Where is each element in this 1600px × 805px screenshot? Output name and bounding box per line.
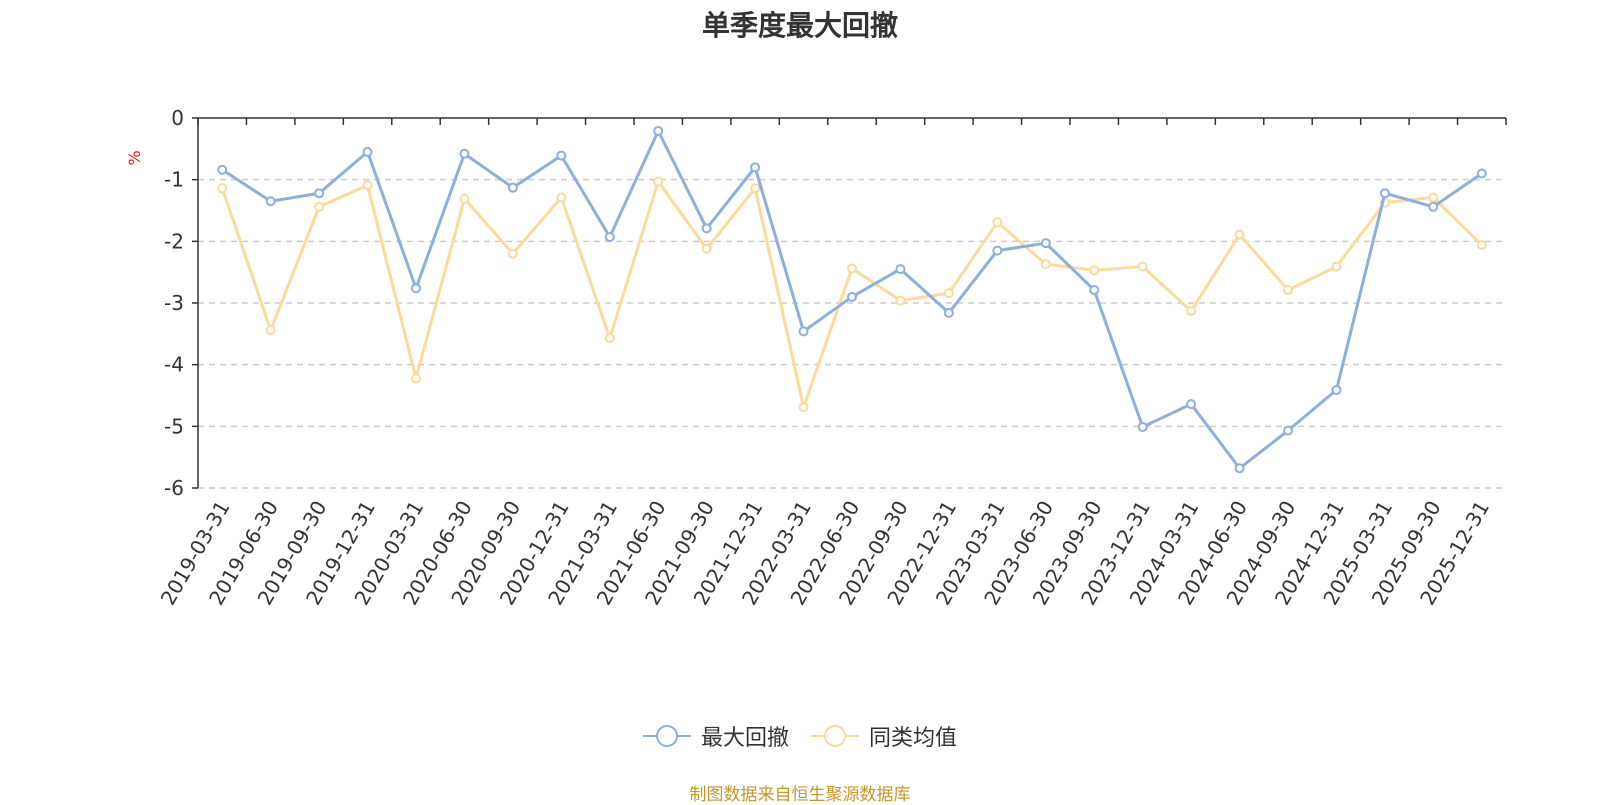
y-tick-label: -3	[164, 291, 184, 315]
circle-line-icon	[811, 725, 859, 747]
data-point	[701, 223, 712, 234]
data-point	[1428, 201, 1439, 212]
data-point	[362, 146, 373, 157]
data-point	[1234, 463, 1245, 474]
data-point	[507, 182, 518, 193]
series-0	[217, 125, 1487, 474]
data-point	[1331, 261, 1342, 272]
data-point	[411, 373, 421, 384]
y-tick-label: 0	[171, 106, 184, 130]
data-point	[604, 333, 615, 344]
series-layer	[217, 125, 1487, 474]
data-point	[556, 150, 567, 161]
y-tick-label: -2	[164, 229, 184, 253]
data-point	[1040, 238, 1051, 249]
y-tick-label: -4	[164, 353, 184, 377]
tick-labels: 0-1-2-3-4-5-6%2019-03-312019-06-302019-0…	[125, 106, 1494, 609]
circle-line-icon	[642, 725, 691, 747]
axes	[192, 117, 1507, 489]
data-point	[265, 196, 276, 207]
data-point	[1283, 285, 1293, 296]
data-point	[1476, 168, 1487, 179]
data-point	[943, 288, 954, 299]
data-point	[217, 164, 228, 175]
data-point	[847, 263, 857, 274]
data-point	[314, 201, 325, 212]
data-point	[1283, 425, 1293, 436]
legend-item-peer-average[interactable]: 同类均值	[811, 720, 957, 752]
data-point	[847, 291, 857, 302]
legend: 最大回撤 同类均值	[0, 720, 1600, 752]
y-tick-label: -5	[164, 414, 184, 438]
data-point	[459, 193, 470, 204]
data-point	[701, 243, 712, 254]
data-point	[1186, 399, 1197, 410]
data-point	[750, 162, 761, 173]
data-point	[992, 217, 1003, 228]
data-point	[459, 148, 470, 159]
data-point	[604, 232, 615, 243]
data-point	[1234, 229, 1245, 240]
data-point	[653, 176, 664, 187]
data-point	[265, 325, 276, 336]
data-point	[653, 125, 664, 136]
data-point	[556, 192, 567, 203]
y-tick-label: -6	[164, 476, 184, 500]
data-point	[507, 248, 518, 259]
data-point	[992, 245, 1003, 256]
data-point	[1186, 306, 1197, 317]
data-point	[1089, 285, 1100, 296]
data-point	[1476, 240, 1487, 251]
chart-title: 单季度最大回撤	[701, 9, 898, 42]
data-point	[1137, 261, 1148, 272]
source-note: 制图数据来自恒生聚源数据库	[689, 785, 911, 805]
data-point	[895, 295, 906, 306]
data-point	[1040, 259, 1051, 270]
data-point	[798, 326, 809, 337]
data-point	[362, 180, 373, 191]
y-axis-unit-label: %	[125, 150, 144, 165]
data-point	[1379, 188, 1390, 199]
legend-label: 同类均值	[869, 726, 958, 751]
data-point	[1428, 192, 1439, 203]
data-point	[943, 307, 954, 318]
data-point	[750, 183, 761, 194]
data-point	[1089, 265, 1100, 276]
data-point	[798, 402, 809, 413]
data-point	[895, 264, 906, 275]
data-point	[1137, 421, 1148, 432]
data-point	[411, 283, 421, 294]
legend-item-max-drawdown[interactable]: 最大回撤	[642, 720, 789, 752]
data-point	[217, 183, 228, 194]
data-point	[1331, 384, 1342, 395]
data-point	[314, 188, 325, 199]
legend-label: 最大回撤	[700, 726, 789, 751]
y-tick-label: -1	[164, 168, 184, 192]
